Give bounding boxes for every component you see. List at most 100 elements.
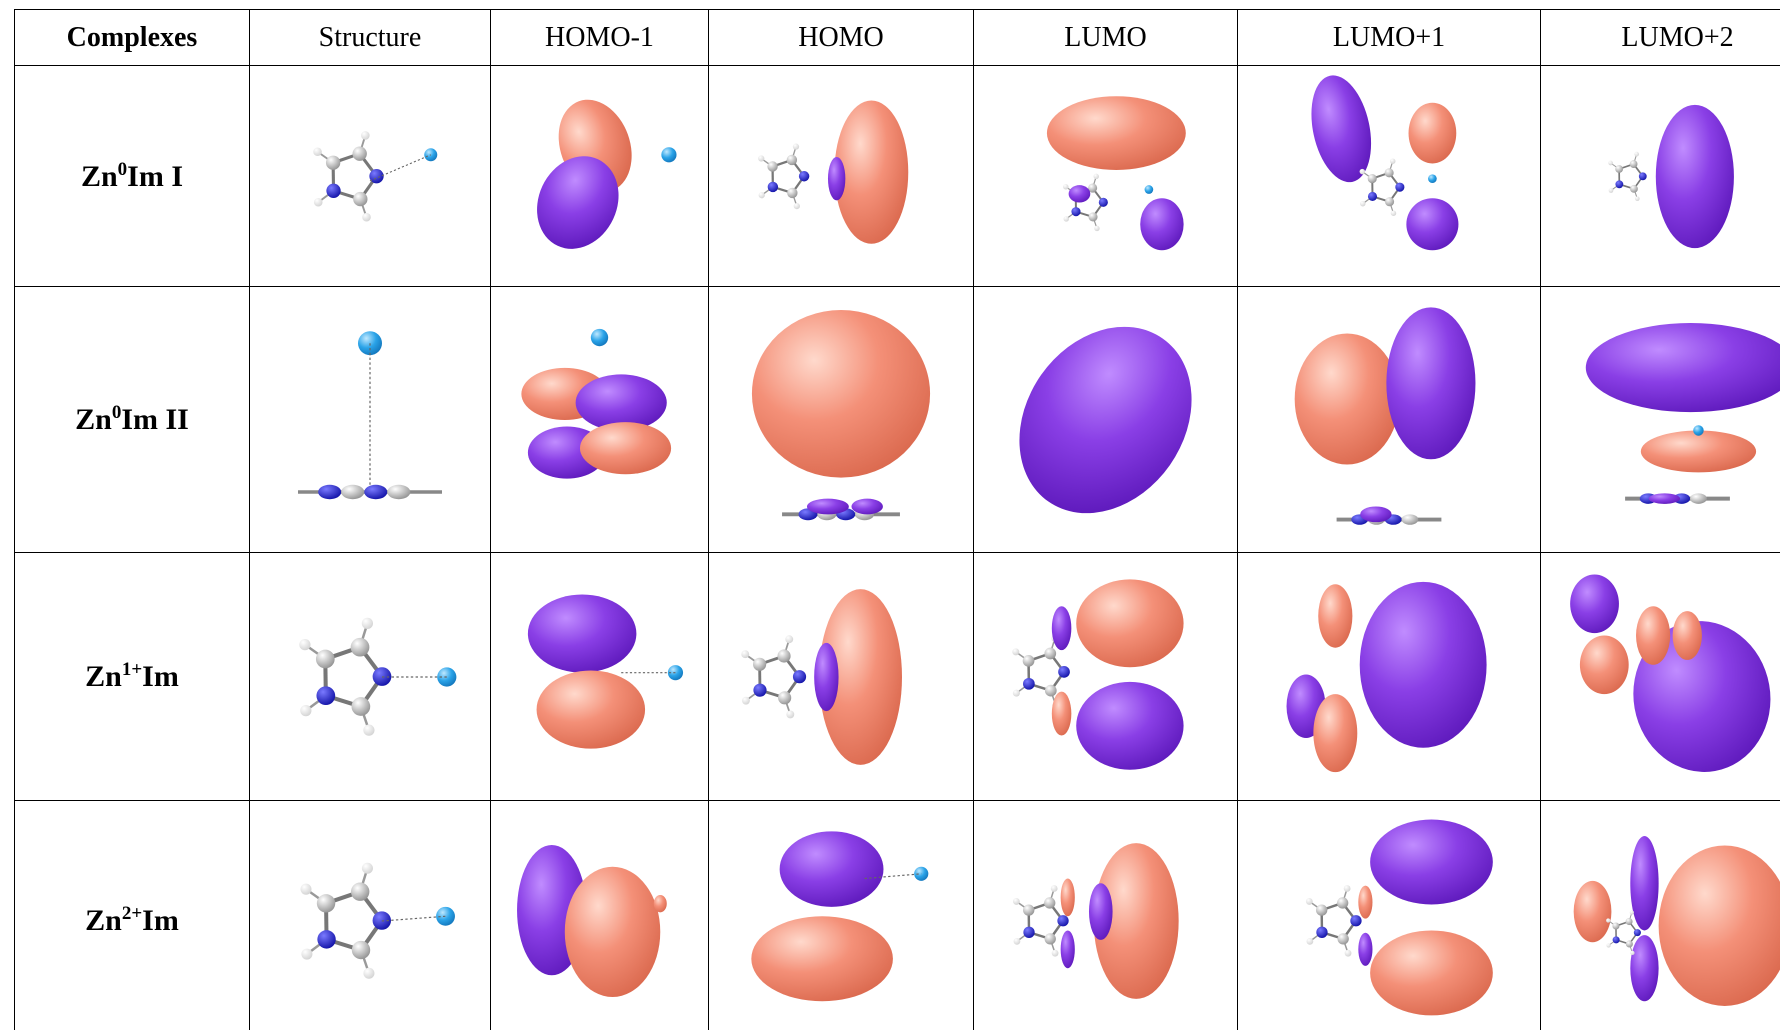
- carbon: [1401, 513, 1419, 525]
- hydrogen: [361, 862, 373, 874]
- negative-lobe: [1585, 322, 1780, 412]
- hydrogen: [1629, 909, 1634, 915]
- nitrogen: [1615, 179, 1624, 188]
- orbital-cell: [249, 552, 491, 801]
- nitrogen: [364, 484, 388, 499]
- orbital-picture: [1286, 581, 1487, 772]
- nitrogen: [1395, 182, 1405, 192]
- carbon: [1022, 654, 1035, 667]
- nitrogen: [1023, 926, 1035, 938]
- zinc-bond: [369, 153, 431, 181]
- negative-lobe: [1633, 620, 1771, 772]
- negative-lobe: [851, 498, 883, 514]
- header-cell: HOMO: [708, 9, 974, 66]
- orbital-cell: [1237, 65, 1541, 287]
- zinc-atom: [424, 147, 438, 161]
- negative-lobe: [1311, 74, 1372, 182]
- nitrogen: [369, 168, 384, 183]
- carbon: [753, 657, 767, 671]
- hydrogen: [1390, 157, 1396, 164]
- positive-lobe: [1093, 842, 1179, 999]
- hydrogen: [1013, 937, 1021, 945]
- orbital-picture: [537, 99, 677, 249]
- negative-lobe: [1406, 197, 1459, 250]
- table-row: Zn0Im II: [14, 286, 1780, 553]
- nitrogen: [1071, 206, 1081, 216]
- nitrogen: [1057, 914, 1069, 926]
- carbon: [353, 191, 368, 206]
- zinc-atom: [1144, 184, 1154, 194]
- label-charge: 2+: [121, 903, 143, 924]
- negative-lobe: [1088, 882, 1113, 940]
- carbon: [1044, 647, 1057, 659]
- carbon: [350, 881, 370, 901]
- hydrogen: [362, 212, 371, 221]
- positive-lobe: [1658, 845, 1780, 1006]
- carbon: [1044, 896, 1056, 909]
- nitrogen: [318, 484, 342, 499]
- orbital-picture: [1573, 835, 1780, 1006]
- complex-label: Zn1+Im: [14, 552, 250, 801]
- orbital-cell: [1540, 800, 1780, 1030]
- zinc-atom: [1693, 424, 1704, 436]
- hydrogen: [361, 130, 370, 140]
- hydrogen: [1051, 949, 1059, 957]
- orbital-picture: [1311, 74, 1459, 250]
- carbon: [1629, 159, 1638, 168]
- orbital-picture: [517, 844, 667, 997]
- negative-lobe: [814, 642, 839, 711]
- positive-lobe: [653, 894, 667, 912]
- orbital-picture: [1046, 95, 1186, 250]
- orbital-cell: [708, 552, 974, 801]
- negative-lobe: [1370, 819, 1493, 904]
- zinc-atom: [661, 146, 677, 162]
- nitrogen: [1098, 197, 1108, 207]
- nitrogen: [316, 685, 336, 705]
- hydrogen: [758, 191, 765, 198]
- positive-lobe: [1573, 880, 1612, 942]
- orbital-cell: [973, 800, 1238, 1030]
- orbital-cell: [490, 286, 709, 553]
- negative-lobe: [1358, 932, 1373, 966]
- nitrogen: [1316, 926, 1328, 938]
- positive-lobe: [1672, 610, 1702, 660]
- label-rest: Im: [142, 904, 179, 937]
- carbon: [1044, 684, 1057, 696]
- negative-lobe: [1140, 197, 1184, 250]
- negative-lobe: [779, 830, 884, 907]
- positive-lobe: [1051, 691, 1072, 736]
- header-cell: LUMO: [973, 9, 1238, 66]
- hydrogen: [299, 638, 311, 650]
- zinc-atom: [1428, 173, 1437, 183]
- carbon: [786, 154, 798, 165]
- carbon: [387, 484, 411, 499]
- orbital-picture: [300, 862, 455, 979]
- orbital-cell: [708, 65, 974, 287]
- orbital-cell: [490, 65, 709, 287]
- carbon: [778, 690, 792, 704]
- negative-lobe: [537, 155, 619, 249]
- orbital-cell: [708, 800, 974, 1030]
- orbital-picture: [1608, 104, 1734, 248]
- hydrogen: [1634, 151, 1640, 156]
- positive-lobe: [1076, 578, 1184, 667]
- negative-lobe: [1076, 681, 1184, 770]
- orbital-picture: [1305, 819, 1493, 1015]
- orbital-picture: [751, 309, 931, 520]
- hydrogen: [1094, 225, 1100, 231]
- header-cell: LUMO+2: [1540, 9, 1780, 66]
- carbon: [1625, 939, 1633, 948]
- nitrogen: [767, 181, 779, 192]
- hydrogen: [1606, 942, 1611, 948]
- label-base: Zn: [85, 660, 122, 693]
- orbital-picture: [1012, 842, 1179, 999]
- positive-lobe: [1636, 605, 1671, 665]
- orbital-picture: [1019, 326, 1192, 513]
- table-row: Zn0Im I: [14, 65, 1780, 287]
- orbital-cell: [1540, 286, 1780, 553]
- positive-lobe: [1318, 583, 1353, 648]
- orbital-table: Complexes Structure HOMO-1 HOMO LUMO LUM…: [14, 9, 1780, 1030]
- header-cell: HOMO-1: [490, 9, 709, 66]
- orbital-picture: [298, 330, 442, 499]
- hydrogen: [1360, 200, 1366, 206]
